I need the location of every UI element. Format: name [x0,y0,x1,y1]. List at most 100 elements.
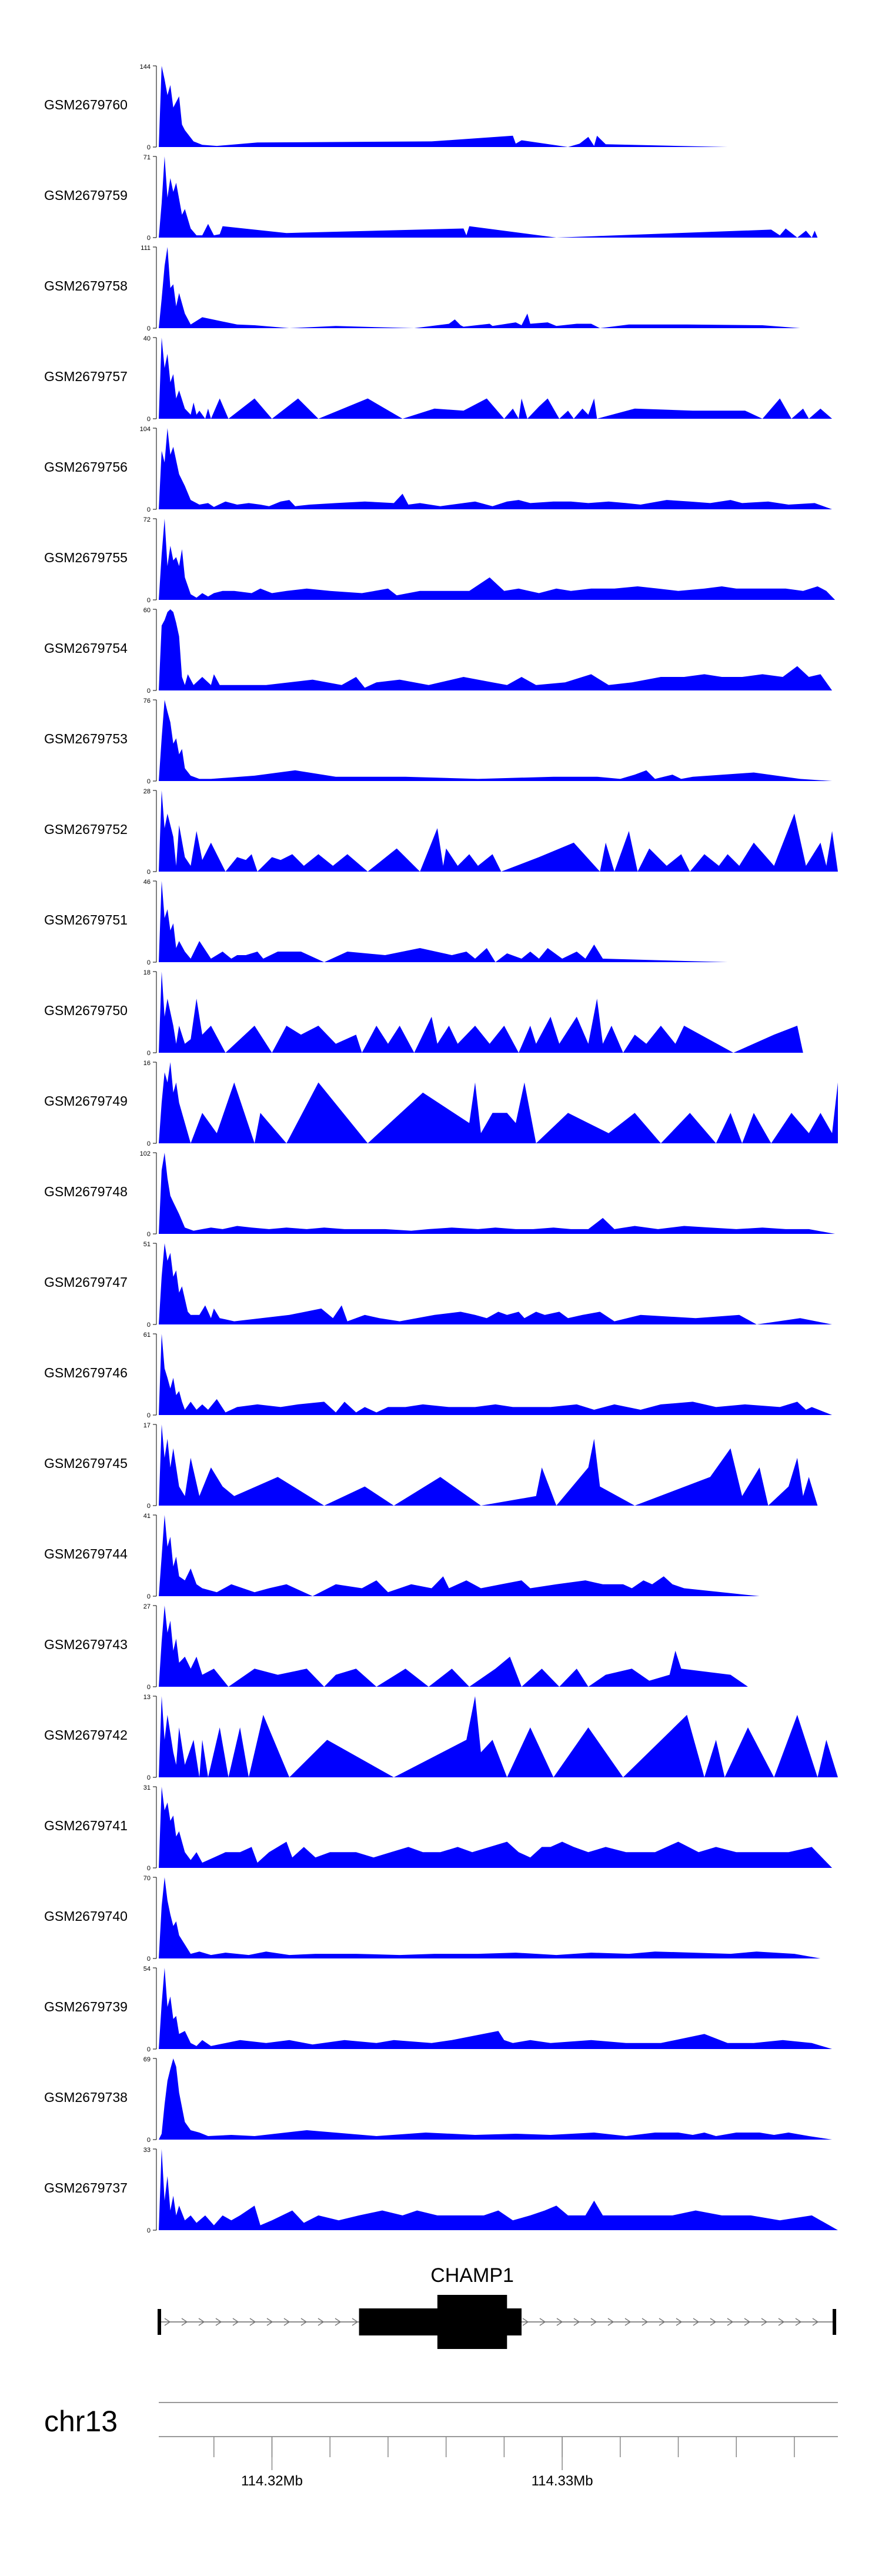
strand-arrow [624,2318,632,2326]
track-label: GSM2679745 [44,1456,128,1471]
y-max-label: 111 [141,245,151,252]
coverage-area [159,609,833,690]
gene-cds-block [437,2295,507,2349]
coverage-area [159,1153,836,1234]
track-label: GSM2679757 [44,369,128,384]
coverage-area [159,247,800,328]
track-GSM2679748: GSM2679748 102 0 [44,1150,836,1238]
y-max-label: 71 [143,154,151,161]
track-label: GSM2679749 [44,1093,128,1109]
y-min-label: 0 [147,1140,151,1147]
coverage-area [159,1424,818,1506]
gene-start-cap [158,2309,161,2335]
y-min-label: 0 [147,1322,151,1329]
gene-name-label: CHAMP1 [430,2264,514,2287]
track-GSM2679746: GSM2679746 61 0 [44,1332,833,1419]
strand-arrow [300,2318,308,2326]
y-max-label: 27 [143,1603,151,1610]
coverage-area [159,1243,833,1324]
gene-end-cap [833,2309,837,2335]
strand-arrow [335,2318,342,2326]
strand-arrow [778,2318,785,2326]
y-min-label: 0 [147,235,151,242]
track-GSM2679749: GSM2679749 16 0 [44,1060,838,1147]
track-label: GSM2679758 [44,278,128,293]
y-min-label: 0 [147,1593,151,1600]
y-min-label: 0 [147,1684,151,1691]
track-label: GSM2679746 [44,1365,128,1380]
coverage-area [159,972,803,1053]
y-min-label: 0 [147,2227,151,2234]
track-label: GSM2679750 [44,1003,128,1018]
track-label: GSM2679753 [44,731,128,746]
strand-arrow [693,2318,700,2326]
track-GSM2679754: GSM2679754 60 0 [44,607,833,695]
strand-arrow [266,2318,273,2326]
strand-arrow [198,2318,205,2326]
y-max-label: 61 [143,1332,151,1339]
strand-arrow [232,2318,239,2326]
coverage-area [159,1062,838,1143]
strand-arrow [676,2318,683,2326]
coverage-area [159,2058,833,2140]
y-max-label: 70 [143,1875,151,1882]
y-max-label: 102 [140,1150,151,1157]
coverage-area [159,66,728,147]
track-GSM2679755: GSM2679755 72 0 [44,516,836,604]
track-label: GSM2679744 [44,1546,128,1561]
strand-arrow [573,2318,580,2326]
y-max-label: 33 [143,2147,151,2154]
y-max-label: 60 [143,607,151,614]
track-label: GSM2679743 [44,1637,128,1652]
track-label: GSM2679739 [44,1999,128,2014]
track-GSM2679737: GSM2679737 33 0 [44,2147,838,2234]
y-max-label: 104 [140,426,151,433]
track-label: GSM2679737 [44,2180,128,2195]
strand-arrow [642,2318,649,2326]
y-max-label: 69 [143,2056,151,2063]
y-max-label: 144 [140,64,151,71]
coverage-area [159,1515,760,1596]
genome-axis: chr13 114.32Mb 114.33Mb [44,2402,838,2489]
y-min-label: 0 [147,416,151,423]
coverage-area [159,156,818,238]
strand-arrow [181,2318,188,2326]
coverage-area [159,790,838,872]
gene-model: CHAMP1 [158,2264,837,2349]
y-max-label: 72 [143,516,151,523]
track-label: GSM2679752 [44,822,128,837]
chromosome-label: chr13 [44,2405,118,2438]
y-max-label: 76 [143,698,151,705]
strand-arrow [522,2318,529,2326]
y-min-label: 0 [147,1774,151,1781]
track-label: GSM2679747 [44,1274,128,1290]
coverage-tracks: GSM2679760 144 0 GSM2679759 71 0 GSM2679758 111… [44,64,838,2234]
track-GSM2679757: GSM2679757 40 0 [44,335,833,423]
track-GSM2679760: GSM2679760 144 0 [44,64,728,151]
strand-arrow [761,2318,768,2326]
y-min-label: 0 [147,1050,151,1057]
strand-arrow [539,2318,546,2326]
y-max-label: 54 [143,1966,151,1973]
track-GSM2679741: GSM2679741 31 0 [44,1784,833,1872]
track-GSM2679747: GSM2679747 51 0 [44,1241,833,1329]
y-min-label: 0 [147,2137,151,2144]
y-max-label: 51 [143,1241,151,1248]
y-min-label: 0 [147,2046,151,2053]
track-label: GSM2679748 [44,1184,128,1199]
strand-arrow [812,2318,819,2326]
coverage-area [159,1606,748,1687]
y-max-label: 31 [143,1784,151,1791]
strand-arrow [607,2318,614,2326]
strand-arrow [710,2318,717,2326]
y-min-label: 0 [147,778,151,785]
strand-arrow [318,2318,325,2326]
track-label: GSM2679760 [44,97,128,112]
y-min-label: 0 [147,144,151,151]
strand-arrow [659,2318,666,2326]
y-min-label: 0 [147,1412,151,1419]
y-max-label: 40 [143,335,151,342]
track-label: GSM2679738 [44,2090,128,2105]
y-max-label: 17 [143,1422,151,1429]
